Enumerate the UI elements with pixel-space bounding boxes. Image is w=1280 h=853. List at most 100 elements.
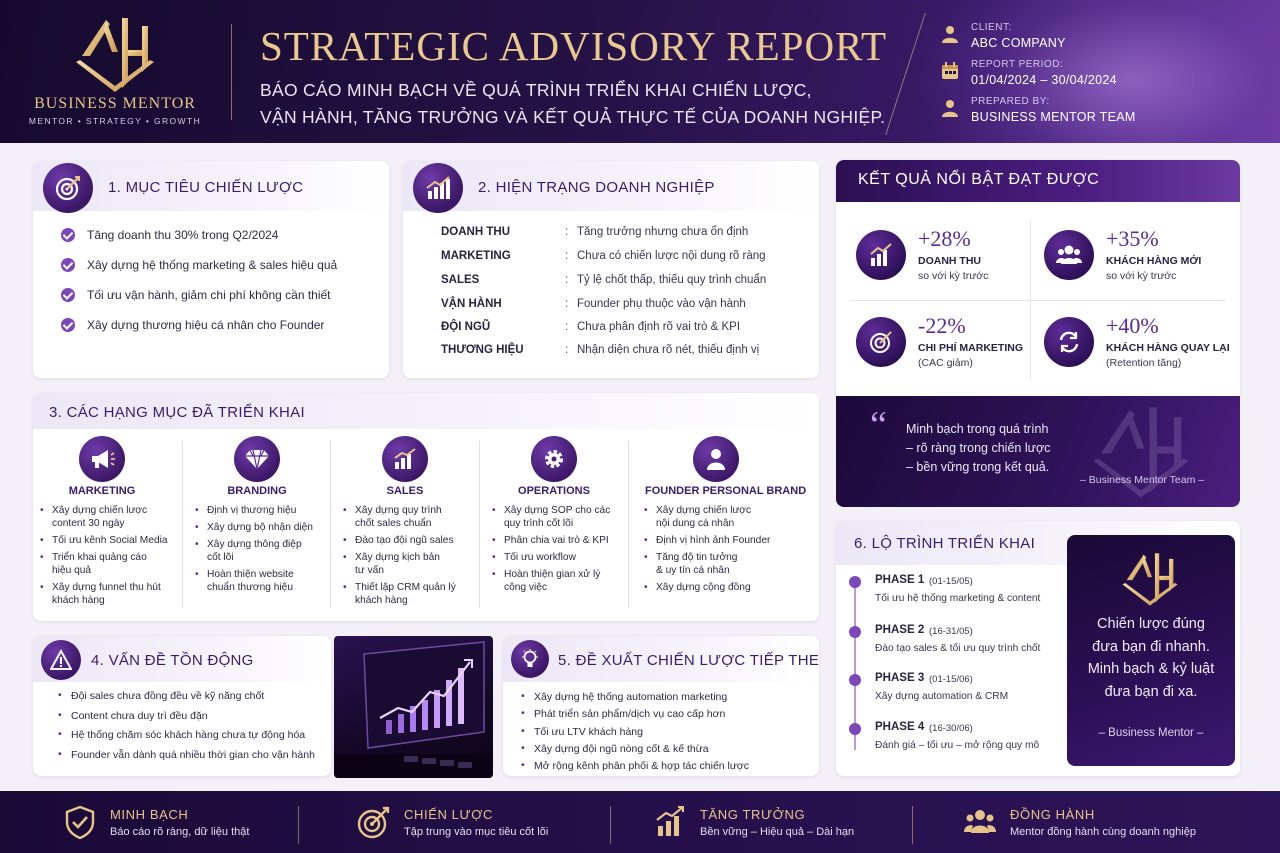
proposals-card: 5. ĐỀ XUẤT CHIẾN LƯỢC TIẾP THEO Xây dựng…	[503, 636, 819, 776]
growth-chart-icon	[656, 806, 684, 836]
result-value: -22%	[918, 313, 966, 338]
roadmap-phase-2: PHASE 2 (16-31/05) Đào tạo sales & tối ư…	[849, 624, 1065, 666]
list-item: Đào tạo đội ngũ sales	[343, 534, 456, 547]
timeline-dot	[849, 723, 861, 735]
list-item: Content chưa duy trì đều đặn	[58, 709, 315, 730]
objectives-card: 1. MỤC TIÊU CHIẾN LƯỢC Tăng doanh thu 30…	[33, 161, 389, 378]
prepared-value: BUSINESS MENTOR TEAM	[971, 110, 1136, 124]
result-value: +35%	[1106, 226, 1159, 251]
logo-watermark-icon	[1093, 407, 1189, 498]
results-title: KẾT QUẢ NỔI BẬT ĐẠT ĐƯỢC	[858, 171, 1100, 188]
column-divider	[479, 440, 480, 608]
results-card: KẾT QUẢ NỔI BẬT ĐẠT ĐƯỢC +28% DOANH THU …	[836, 160, 1240, 396]
list-item: Tối ưu vận hành, giảm chi phí không cần …	[61, 287, 337, 317]
list-item: Phân chia vai trò & KPI	[492, 534, 610, 547]
results-header	[836, 160, 1240, 202]
prepared-label: PREPARED BY:	[971, 96, 1050, 107]
roadmap-phase-4: PHASE 4 (16-30/06) Đánh giá – tối ưu – m…	[849, 721, 1065, 763]
list-item: Founder vẫn dành quá nhiều thời gian cho…	[58, 748, 315, 769]
list-item: Tối ưu workflow	[492, 551, 610, 564]
footer-divider	[912, 806, 913, 844]
lightbulb-icon	[511, 640, 549, 678]
issues-card: 4. VẤN ĐỀ TỒN ĐỘNG Đội sales chưa đồng đ…	[33, 636, 331, 776]
target-icon	[43, 163, 93, 213]
objectives-list: Tăng doanh thu 30% trong Q2/2024 Xây dựn…	[61, 227, 337, 347]
header-divider	[231, 24, 232, 120]
megaphone-icon	[79, 436, 125, 482]
proposals-title: 5. ĐỀ XUẤT CHIẾN LƯỢC TIẾP THEO	[558, 652, 819, 669]
column-title: OPERATIONS	[518, 485, 590, 497]
issues-list: Đội sales chưa đồng đều về kỹ năng chốt …	[58, 689, 315, 769]
footer-divider	[610, 806, 611, 844]
result-label: KHÁCH HÀNG MỚI	[1106, 255, 1202, 267]
result-label: DOANH THU	[918, 255, 981, 267]
result-marketing-cost: -22% CHI PHÍ MARKETING (CAC giảm)	[856, 313, 1046, 383]
proposals-list: Xây dựng hệ thống automation marketing P…	[521, 689, 749, 776]
quote-author: – Business Mentor Team –	[1080, 474, 1205, 486]
implemented-card-header	[33, 393, 819, 429]
issues-card-header	[33, 636, 331, 682]
footer-bar	[0, 791, 1280, 853]
column-title: BRANDING	[227, 485, 287, 497]
list-item: Xây dựng thương hiệu cá nhân cho Founder	[61, 317, 337, 347]
timeline-dot	[849, 626, 861, 638]
check-icon	[61, 288, 75, 302]
results-divider-h	[850, 300, 1226, 301]
tablet-chart-icon	[334, 641, 493, 778]
footer-divider	[298, 806, 299, 844]
roadmap-phase-1: PHASE 1 (01-15/05) Tối ưu hệ thống marke…	[849, 574, 1065, 616]
status-card: 2. HIỆN TRẠNG DOANH NGHIỆP DOANH THU: Tăn…	[403, 161, 819, 378]
report-subtitle-line-1: BÁO CÁO MINH BẠCH VỀ QUÁ TRÌNH TRIỂN KHA…	[260, 80, 812, 100]
list-item: Tăng doanh thu 30% trong Q2/2024	[61, 227, 337, 257]
growth-chart-icon	[856, 230, 906, 280]
refresh-icon	[1044, 317, 1094, 367]
business-mentor-logo-icon	[1122, 553, 1178, 606]
client-label: CLIENT:	[971, 22, 1012, 33]
column-divider	[182, 440, 183, 608]
list-item: Mở rộng kênh phân phối & hợp tác chiến l…	[521, 758, 749, 776]
proposals-card-header	[503, 636, 819, 682]
result-label: KHÁCH HÀNG QUAY LẠI	[1106, 342, 1230, 354]
result-retention: +40% KHÁCH HÀNG QUAY LẠI (Retention tăng…	[1044, 313, 1234, 383]
list-item: Định vị thương hiệu	[195, 504, 313, 517]
mentor-quote-text: Chiến lược đúng đưa bạn đi nhanh. Minh b…	[1087, 616, 1215, 700]
result-note: so với kỳ trước	[918, 270, 989, 282]
status-title: 2. HIỆN TRẠNG DOANH NGHIỆP	[478, 179, 715, 196]
report-subtitle: BÁO CÁO MINH BẠCH VỀ QUÁ TRÌNH TRIỂN KHA…	[260, 77, 885, 131]
report-title: STRATEGIC ADVISORY REPORT	[260, 23, 887, 69]
result-value: +40%	[1106, 313, 1159, 338]
report-subtitle-line-2: VẬN HÀNH, TĂNG TRƯỞNG VÀ KẾT QUẢ THỰC TẾ…	[260, 107, 886, 127]
list-item: Hệ thống chăm sóc khách hàng chưa tự độn…	[58, 728, 315, 749]
check-icon	[61, 228, 75, 242]
column-list: Định vị thương hiệu Xây dựng bộ nhận diệ…	[195, 504, 313, 598]
target-icon	[357, 806, 390, 839]
client-value: ABC COMPANY	[971, 36, 1066, 50]
business-mentor-logo-icon	[76, 18, 154, 92]
period-value: 01/04/2024 – 30/04/2024	[971, 73, 1117, 87]
objectives-title: 1. MỤC TIÊU CHIẾN LƯỢC	[108, 179, 304, 196]
result-new-customers: +35% KHÁCH HÀNG MỚI so với kỳ trước	[1044, 226, 1234, 296]
report-header: BUSINESS MENTOR MENTOR • STRATEGY • GROW…	[0, 0, 1280, 143]
column-divider	[628, 440, 629, 608]
shield-check-icon	[65, 805, 95, 840]
status-card-header	[403, 161, 819, 211]
mentor-quote-author: – Business Mentor –	[1098, 727, 1204, 739]
quote-icon: “	[870, 404, 887, 446]
implemented-title: 3. CÁC HẠNG MỤC ĐÃ TRIỂN KHAI	[49, 404, 305, 421]
calendar-icon	[942, 62, 958, 79]
list-item: Tăng độ tin tưởng& uy tín cá nhân	[644, 551, 770, 577]
issues-title: 4. VẤN ĐỀ TỒN ĐỘNG	[91, 652, 254, 669]
diamond-icon	[234, 436, 280, 482]
result-value: +28%	[918, 226, 971, 251]
quote-text: Minh bạch trong quá trình – rõ ràng tron…	[906, 422, 1051, 474]
brand-tagline: MENTOR • STRATEGY • GROWTH	[28, 116, 202, 126]
list-item: Xây dựng hệ thống marketing & sales hiệu…	[61, 257, 337, 287]
